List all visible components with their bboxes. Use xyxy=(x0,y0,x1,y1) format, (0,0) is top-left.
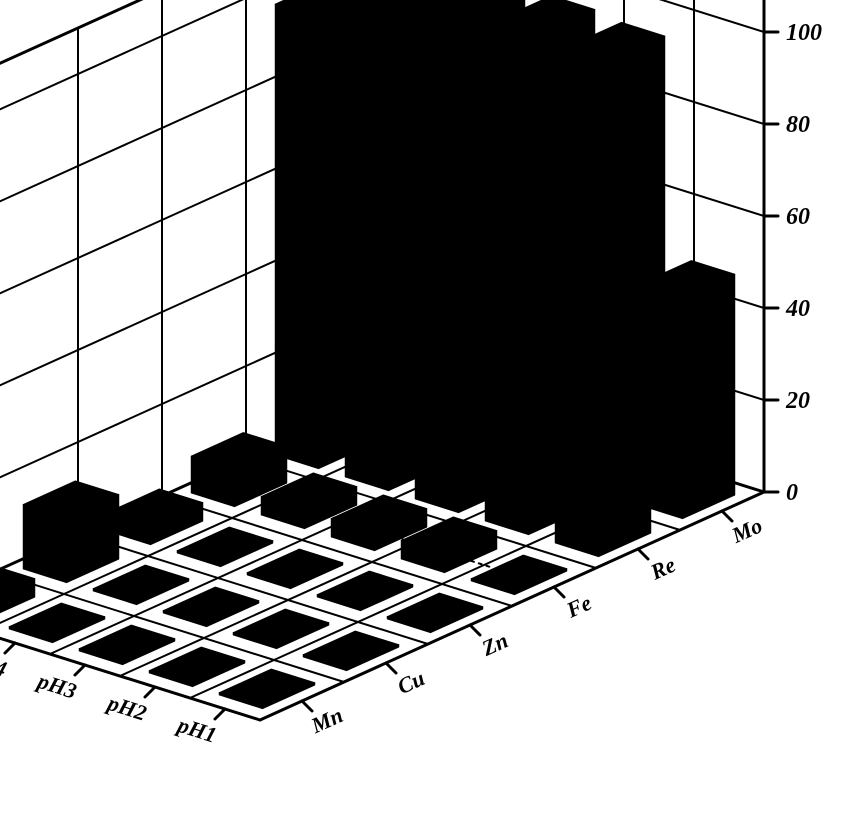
bar xyxy=(555,82,650,556)
svg-text:20: 20 xyxy=(785,388,810,414)
chart-svg: 020406080100pH1pH2pH3pH4pH5MnCuZnFeReMo xyxy=(0,0,848,838)
svg-text:pH2: pH2 xyxy=(103,689,150,725)
svg-text:Cu: Cu xyxy=(393,665,428,699)
svg-text:Mn: Mn xyxy=(306,702,346,738)
svg-text:40: 40 xyxy=(785,296,810,322)
svg-text:0: 0 xyxy=(786,480,798,506)
svg-text:Re: Re xyxy=(646,552,680,585)
svg-text:80: 80 xyxy=(786,112,810,138)
svg-text:100: 100 xyxy=(786,20,822,46)
svg-text:Zn: Zn xyxy=(477,627,512,661)
bar xyxy=(639,261,734,519)
svg-text:pH3: pH3 xyxy=(33,667,80,703)
bar3d-chart: 020406080100pH1pH2pH3pH4pH5MnCuZnFeReMo xyxy=(0,0,848,838)
svg-text:60: 60 xyxy=(786,204,810,230)
svg-text:pH1: pH1 xyxy=(173,711,220,747)
svg-text:Mo: Mo xyxy=(727,512,766,548)
svg-text:Fe: Fe xyxy=(562,590,596,623)
